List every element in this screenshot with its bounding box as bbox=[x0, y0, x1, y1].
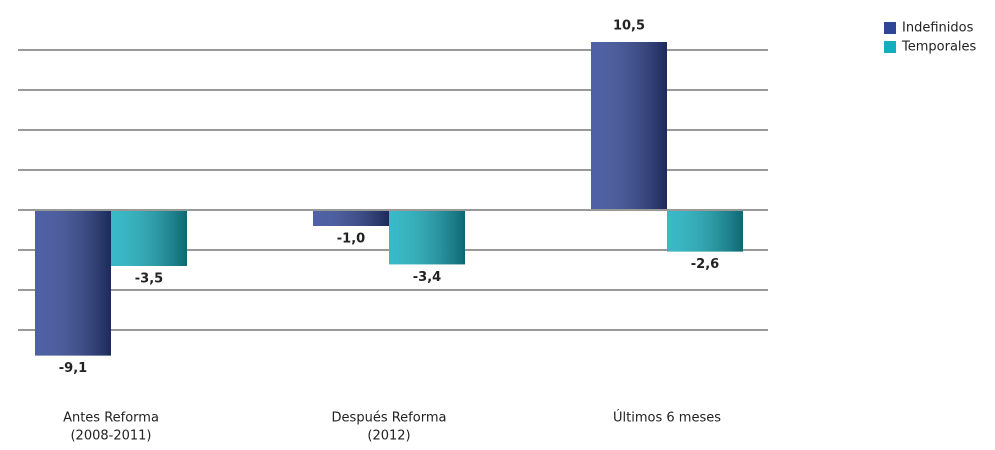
bar-shade bbox=[111, 210, 187, 266]
bar-shade bbox=[591, 42, 667, 210]
x-tick-label: (2012) bbox=[367, 429, 410, 444]
x-tick-label: (2008-2011) bbox=[70, 429, 151, 444]
bar-shade bbox=[313, 210, 389, 226]
value-label: -2,6 bbox=[691, 257, 719, 272]
bar-shade bbox=[389, 210, 465, 265]
value-label: -3,4 bbox=[413, 270, 441, 285]
value-label: -3,5 bbox=[135, 272, 163, 287]
legend-label: Indefinidos bbox=[902, 21, 974, 36]
bar-shade bbox=[667, 210, 743, 252]
legend-label: Temporales bbox=[901, 40, 977, 55]
value-label: -1,0 bbox=[337, 232, 365, 247]
x-tick-label: Últimos 6 meses bbox=[613, 410, 721, 426]
bar-shade bbox=[35, 210, 111, 356]
x-tick-label: Después Reforma bbox=[332, 411, 447, 426]
value-label: 10,5 bbox=[613, 19, 645, 34]
legend-swatch bbox=[884, 41, 896, 53]
x-tick-label: Antes Reforma bbox=[63, 411, 159, 426]
value-label: -9,1 bbox=[59, 361, 87, 376]
legend-swatch bbox=[884, 22, 896, 34]
